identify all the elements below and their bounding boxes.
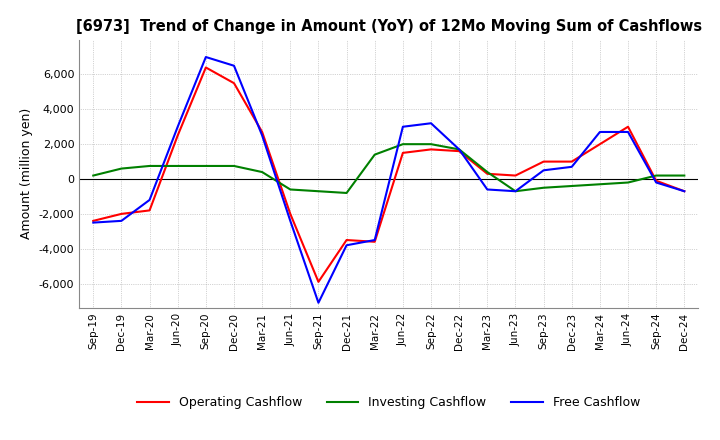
Investing Cashflow [511,189,520,194]
Investing Cashflow [680,173,688,178]
Line: Investing Cashflow: Investing Cashflow [94,144,684,193]
Investing Cashflow [230,163,238,169]
Investing Cashflow [455,147,464,152]
Operating Cashflow [539,159,548,164]
Operating Cashflow [370,239,379,244]
Investing Cashflow [624,180,632,185]
Investing Cashflow [567,183,576,189]
Free Cashflow [483,187,492,192]
Operating Cashflow [230,81,238,86]
Line: Operating Cashflow: Operating Cashflow [94,67,684,282]
Operating Cashflow [595,142,604,147]
Investing Cashflow [89,173,98,178]
Legend: Operating Cashflow, Investing Cashflow, Free Cashflow: Operating Cashflow, Investing Cashflow, … [132,392,645,414]
Free Cashflow [624,129,632,135]
Operating Cashflow [258,129,266,135]
Investing Cashflow [342,191,351,196]
Investing Cashflow [652,173,660,178]
Free Cashflow [117,218,126,224]
Free Cashflow [652,180,660,185]
Operating Cashflow [511,173,520,178]
Operating Cashflow [455,149,464,154]
Free Cashflow [145,197,154,202]
Investing Cashflow [286,187,294,192]
Free Cashflow [370,238,379,243]
Investing Cashflow [483,169,492,175]
Investing Cashflow [370,152,379,157]
Operating Cashflow [399,150,408,155]
Operating Cashflow [680,189,688,194]
Operating Cashflow [342,238,351,243]
Operating Cashflow [314,279,323,285]
Free Cashflow [230,63,238,68]
Operating Cashflow [286,211,294,216]
Operating Cashflow [624,124,632,129]
Free Cashflow [399,124,408,129]
Line: Free Cashflow: Free Cashflow [94,57,684,303]
Free Cashflow [595,129,604,135]
Investing Cashflow [427,142,436,147]
Free Cashflow [680,189,688,194]
Investing Cashflow [539,185,548,191]
Free Cashflow [202,55,210,60]
Operating Cashflow [483,171,492,176]
Free Cashflow [539,168,548,173]
Investing Cashflow [595,182,604,187]
Operating Cashflow [202,65,210,70]
Title: [6973]  Trend of Change in Amount (YoY) of 12Mo Moving Sum of Cashflows: [6973] Trend of Change in Amount (YoY) o… [76,19,702,34]
Investing Cashflow [314,189,323,194]
Free Cashflow [511,189,520,194]
Free Cashflow [174,124,182,129]
Free Cashflow [455,147,464,152]
Free Cashflow [258,133,266,138]
Free Cashflow [427,121,436,126]
Investing Cashflow [174,163,182,169]
Investing Cashflow [202,163,210,169]
Investing Cashflow [145,163,154,169]
Free Cashflow [314,300,323,305]
Operating Cashflow [174,133,182,138]
Free Cashflow [342,242,351,248]
Free Cashflow [89,220,98,225]
Investing Cashflow [258,169,266,175]
Operating Cashflow [652,178,660,183]
Investing Cashflow [399,142,408,147]
Operating Cashflow [89,218,98,224]
Y-axis label: Amount (million yen): Amount (million yen) [20,108,33,239]
Operating Cashflow [145,208,154,213]
Investing Cashflow [117,166,126,171]
Operating Cashflow [117,211,126,216]
Free Cashflow [286,218,294,224]
Operating Cashflow [567,159,576,164]
Operating Cashflow [427,147,436,152]
Free Cashflow [567,164,576,169]
